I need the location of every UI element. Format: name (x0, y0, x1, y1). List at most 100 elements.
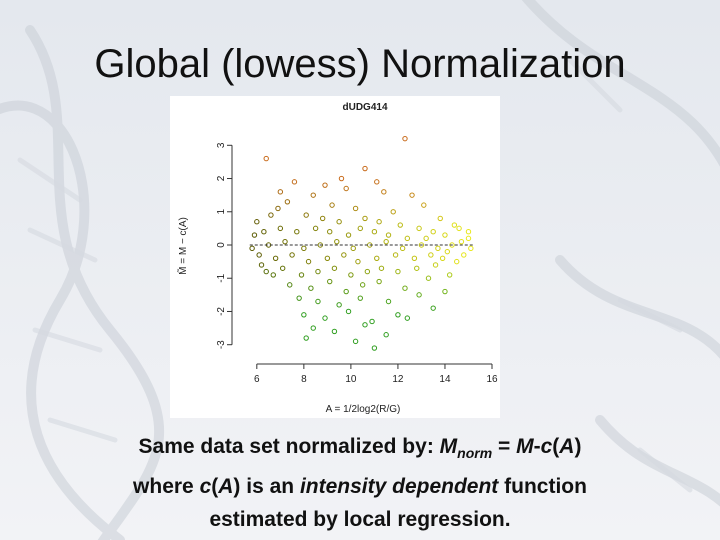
data-point (376, 278, 382, 285)
data-point (324, 255, 331, 261)
data-point (275, 205, 281, 212)
data-point (430, 305, 436, 311)
data-point (258, 262, 265, 268)
plot-panel: dUDG414 -3 -2 -1 0 1 2 3 6 8 10 12 14 16 A = 1/2log2… (170, 96, 500, 418)
chart-title: dUDG414 (342, 102, 387, 113)
data-point (357, 225, 363, 232)
data-point (458, 238, 465, 245)
caption-text: ( (552, 435, 560, 458)
data-point (284, 199, 291, 205)
data-point (331, 328, 338, 335)
data-point (378, 265, 385, 271)
data-point (301, 312, 307, 318)
data-point (305, 258, 312, 265)
data-point (432, 262, 439, 268)
data-point (301, 245, 307, 252)
data-point (308, 285, 314, 291)
data-point (315, 268, 321, 275)
caption-text: ) is an (233, 475, 300, 499)
data-point (359, 282, 366, 288)
data-point (364, 268, 371, 275)
y-axis-label: M̃ = M − c(A) (176, 217, 189, 275)
data-point (411, 255, 418, 261)
data-point (282, 238, 288, 245)
data-point (249, 245, 255, 252)
data-point (439, 255, 446, 261)
data-point (298, 272, 305, 278)
data-point (425, 275, 432, 281)
data-point (279, 265, 286, 271)
caption-text: where (133, 475, 200, 499)
data-point (338, 175, 345, 182)
data-point (442, 288, 448, 295)
data-point (454, 258, 460, 265)
data-point (404, 315, 411, 321)
data-point (465, 229, 472, 235)
y-tick-label: -1 (216, 273, 227, 282)
caption-math: M (439, 435, 458, 458)
caption-math: M (516, 435, 534, 458)
data-point (421, 202, 427, 208)
data-point (348, 272, 354, 278)
data-point (418, 242, 425, 248)
caption-math: c (540, 435, 553, 458)
data-point (345, 232, 352, 238)
points (249, 135, 474, 351)
y-tick-label: -2 (216, 307, 227, 316)
data-point (381, 189, 387, 195)
caption-math-sub: norm (457, 445, 493, 462)
data-point (331, 265, 338, 271)
data-point (402, 135, 408, 142)
caption-math: A (559, 435, 575, 458)
data-point (263, 155, 269, 162)
y-tick-label: 2 (216, 175, 227, 181)
data-point (355, 258, 361, 265)
data-point (357, 295, 363, 301)
caption-math: A (218, 475, 234, 499)
data-point (315, 298, 321, 305)
caption: Same data set normalized by: Mnorm = M-c… (0, 430, 720, 536)
data-point (319, 215, 326, 222)
x-tick-label: 12 (392, 374, 404, 385)
x-tick-label: 10 (345, 374, 357, 385)
data-point (277, 189, 284, 195)
data-point (451, 222, 458, 228)
data-point (272, 255, 279, 261)
data-point (385, 232, 392, 238)
data-point (444, 248, 451, 255)
data-point (437, 215, 443, 222)
data-point (402, 285, 408, 291)
data-point (362, 215, 368, 222)
data-point (352, 205, 359, 212)
data-point (423, 235, 429, 242)
data-point (428, 252, 434, 258)
data-point (442, 232, 448, 238)
y-tick-label: -3 (216, 340, 227, 349)
x-axis-label: A = 1/2log2(R/G) (326, 404, 401, 415)
data-point (416, 292, 422, 298)
data-point (263, 268, 269, 275)
data-point (383, 238, 389, 245)
data-point (310, 325, 316, 331)
data-point (341, 252, 347, 258)
data-point (345, 308, 352, 315)
caption-line-3: estimated by local regression. (209, 508, 511, 532)
caption-math: c (199, 475, 212, 499)
data-point (336, 302, 342, 308)
data-point (322, 182, 328, 188)
data-point (369, 318, 375, 325)
data-point (268, 212, 274, 218)
data-point (376, 219, 382, 225)
data-point (362, 322, 368, 328)
y-tick-label: 3 (216, 142, 227, 148)
data-point (322, 315, 328, 321)
data-point (352, 338, 359, 345)
data-point (385, 298, 392, 305)
data-point (277, 225, 284, 232)
y-tick-label: 0 (216, 242, 227, 248)
data-point (409, 192, 415, 198)
data-point (395, 268, 401, 275)
